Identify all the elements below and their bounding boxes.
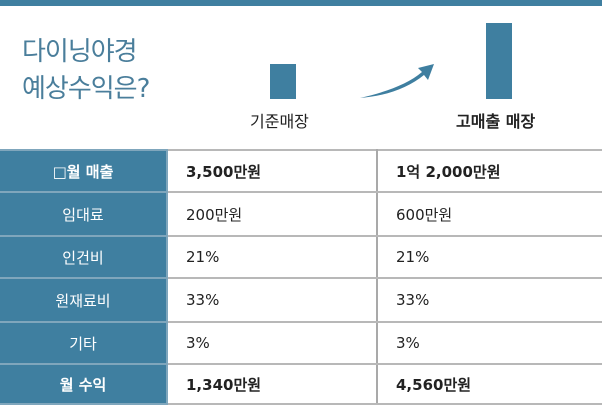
row-label: □월 매출 — [0, 149, 168, 193]
title-line-1: 다이닝야경 — [22, 37, 138, 67]
base-value: 3% — [167, 321, 378, 365]
high-sales-store-bar — [486, 23, 512, 99]
title-line-2: 예상수익은? — [22, 74, 150, 104]
trend-up-arrow-icon — [360, 64, 434, 98]
table-row-monthly-profit: 월 수익 1,340만원 4,560만원 — [0, 363, 602, 405]
row-label: 월 수익 — [0, 363, 168, 405]
row-label: 임대료 — [0, 191, 168, 237]
base-store-label: 기준매장 — [250, 112, 309, 131]
row-label: 기타 — [0, 321, 168, 365]
table-row-other: 기타 3% 3% — [0, 321, 602, 365]
base-value: 33% — [167, 277, 378, 323]
base-value: 1,340만원 — [167, 363, 378, 405]
base-value: 21% — [167, 235, 378, 279]
revenue-table: □월 매출 3,500만원 1억 2,000만원 임대료 200만원 600만원… — [0, 149, 602, 405]
base-value: 200만원 — [167, 191, 378, 237]
high-sales-store-label: 고매출 매장 — [456, 112, 536, 131]
top-accent-bar — [0, 0, 602, 6]
row-label: 인건비 — [0, 235, 168, 279]
high-value: 4,560만원 — [377, 363, 602, 405]
row-label: 원재료비 — [0, 277, 168, 323]
base-store-bar — [270, 64, 296, 99]
page-title: 다이닝야경 예상수익은? — [22, 34, 150, 108]
base-value: 3,500만원 — [167, 149, 378, 193]
table-row-materials: 원재료비 33% 33% — [0, 277, 602, 323]
high-value: 600만원 — [377, 191, 602, 237]
high-value: 3% — [377, 321, 602, 365]
high-value: 21% — [377, 235, 602, 279]
table-row-monthly-sales: □월 매출 3,500만원 1억 2,000만원 — [0, 149, 602, 193]
table-row-rent: 임대료 200만원 600만원 — [0, 191, 602, 237]
table-row-labor: 인건비 21% 21% — [0, 235, 602, 279]
high-value: 1억 2,000만원 — [377, 149, 602, 193]
high-value: 33% — [377, 277, 602, 323]
